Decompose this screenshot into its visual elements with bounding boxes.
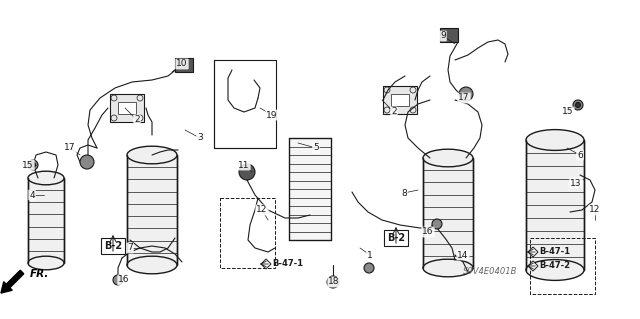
Ellipse shape <box>526 130 584 150</box>
Text: 14: 14 <box>458 250 468 259</box>
Text: 16: 16 <box>118 276 130 285</box>
Circle shape <box>459 87 473 101</box>
Circle shape <box>80 155 94 169</box>
Circle shape <box>327 276 339 288</box>
Text: 18: 18 <box>328 278 340 286</box>
Text: 12: 12 <box>589 205 601 214</box>
Circle shape <box>432 219 442 229</box>
Text: FR.: FR. <box>30 269 49 279</box>
FancyArrow shape <box>1 270 24 293</box>
Circle shape <box>575 102 580 108</box>
Text: 2: 2 <box>134 115 140 124</box>
Polygon shape <box>528 261 538 271</box>
Text: 15: 15 <box>22 160 34 169</box>
Text: 7: 7 <box>127 243 133 253</box>
Text: B-47-2: B-47-2 <box>539 262 570 271</box>
Text: B-2: B-2 <box>387 233 405 243</box>
Bar <box>440 28 458 42</box>
Circle shape <box>573 100 583 110</box>
Text: 11: 11 <box>238 160 250 169</box>
Bar <box>383 86 417 114</box>
Circle shape <box>364 263 374 273</box>
Ellipse shape <box>28 171 64 185</box>
Text: 6: 6 <box>577 151 583 160</box>
Text: 15: 15 <box>563 108 573 116</box>
Text: 8: 8 <box>401 189 407 197</box>
Text: 16: 16 <box>422 227 434 236</box>
Text: 5: 5 <box>313 144 319 152</box>
Text: S9V4E0401B: S9V4E0401B <box>463 268 517 277</box>
Bar <box>391 94 409 106</box>
Circle shape <box>31 162 35 167</box>
Ellipse shape <box>127 146 177 164</box>
Text: B-47-1: B-47-1 <box>539 248 570 256</box>
Text: 2: 2 <box>391 108 397 116</box>
Text: 17: 17 <box>458 93 470 102</box>
Ellipse shape <box>127 256 177 274</box>
Bar <box>526 140 584 270</box>
Bar <box>220 198 275 268</box>
Text: 10: 10 <box>176 60 188 69</box>
Polygon shape <box>261 259 271 269</box>
Bar <box>127 155 177 265</box>
Text: 9: 9 <box>440 32 446 41</box>
Bar <box>118 102 136 114</box>
Text: 4: 4 <box>29 190 35 199</box>
Bar <box>175 58 193 72</box>
Text: 1: 1 <box>367 250 373 259</box>
Circle shape <box>113 275 123 285</box>
Bar <box>530 238 595 294</box>
Polygon shape <box>528 247 538 257</box>
Bar <box>214 60 276 148</box>
Ellipse shape <box>423 149 473 167</box>
Circle shape <box>28 160 38 170</box>
Bar <box>423 158 473 268</box>
Text: 19: 19 <box>266 110 278 120</box>
Text: 12: 12 <box>256 205 268 214</box>
Circle shape <box>239 164 255 180</box>
Text: 17: 17 <box>64 144 76 152</box>
Ellipse shape <box>28 256 64 270</box>
Bar <box>110 94 144 122</box>
Bar <box>28 178 64 263</box>
Bar <box>101 238 125 254</box>
Text: B-47-1: B-47-1 <box>272 259 303 269</box>
Text: 13: 13 <box>570 179 582 188</box>
Text: B-2: B-2 <box>104 241 122 251</box>
Ellipse shape <box>526 260 584 280</box>
Bar <box>384 230 408 246</box>
Ellipse shape <box>423 259 473 277</box>
Text: 3: 3 <box>197 133 203 143</box>
Bar <box>289 138 331 240</box>
